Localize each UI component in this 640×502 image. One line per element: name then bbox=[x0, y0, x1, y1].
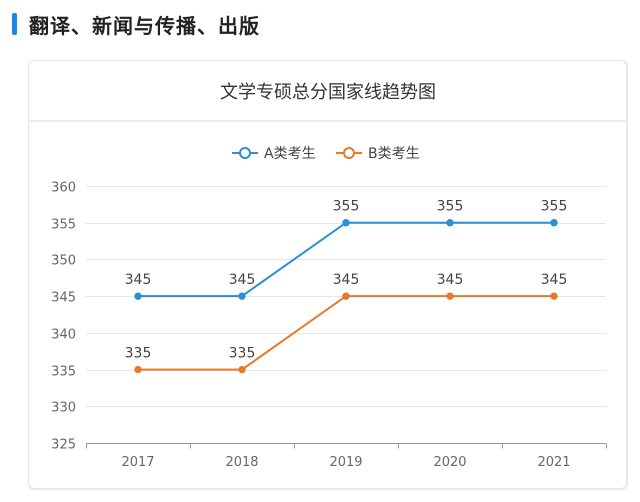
data-point bbox=[342, 292, 350, 300]
data-label: 355 bbox=[437, 199, 464, 215]
x-tick-label: 2020 bbox=[433, 455, 466, 470]
y-tick-label: 360 bbox=[51, 181, 76, 196]
data-point bbox=[446, 292, 454, 300]
x-tick-label: 2017 bbox=[121, 455, 154, 470]
y-tick-label: 345 bbox=[51, 291, 76, 306]
data-label: 345 bbox=[437, 272, 464, 288]
y-tick-label: 335 bbox=[51, 365, 76, 380]
y-tick-label: 340 bbox=[51, 328, 76, 343]
data-point bbox=[238, 292, 246, 300]
chart-card-bg bbox=[28, 60, 627, 489]
data-point bbox=[342, 219, 350, 227]
x-tick-label: 2019 bbox=[329, 455, 362, 470]
legend-label: A类考生 bbox=[264, 146, 316, 162]
data-label: 345 bbox=[333, 272, 360, 288]
y-tick-label: 330 bbox=[51, 401, 76, 416]
data-label: 355 bbox=[333, 199, 360, 215]
y-tick-label: 355 bbox=[51, 218, 76, 233]
section-header: 翻译、新闻与传播、出版 bbox=[12, 8, 260, 40]
data-point bbox=[134, 365, 142, 374]
data-point bbox=[446, 219, 454, 227]
data-point bbox=[134, 292, 142, 300]
data-label: 335 bbox=[125, 346, 152, 362]
data-label: 345 bbox=[541, 272, 568, 288]
y-tick-label: 325 bbox=[51, 438, 76, 453]
data-point bbox=[238, 365, 246, 374]
data-label: 345 bbox=[125, 272, 152, 288]
x-tick-label: 2018 bbox=[225, 455, 258, 470]
data-label: 345 bbox=[229, 272, 256, 288]
data-point bbox=[550, 292, 558, 300]
legend-marker bbox=[343, 147, 355, 159]
section-accent-bar bbox=[12, 13, 17, 35]
data-point bbox=[550, 219, 558, 227]
data-label: 335 bbox=[229, 346, 256, 362]
legend-label: B类考生 bbox=[368, 146, 420, 162]
data-label: 355 bbox=[541, 199, 568, 215]
y-tick-label: 350 bbox=[51, 254, 76, 269]
legend-marker bbox=[239, 147, 251, 159]
section-title: 翻译、新闻与传播、出版 bbox=[29, 13, 260, 38]
x-tick-label: 2021 bbox=[537, 455, 570, 470]
